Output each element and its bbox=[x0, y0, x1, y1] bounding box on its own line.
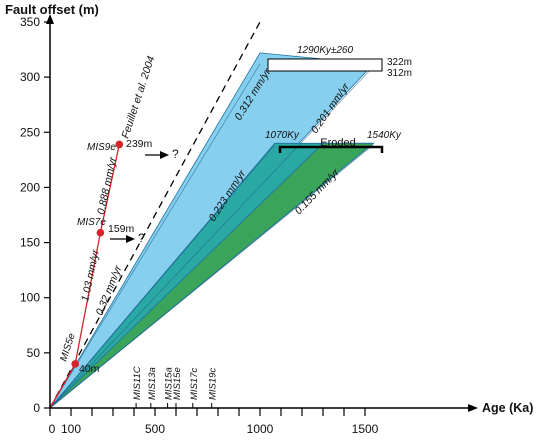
eroded-right-age: 1540Ky bbox=[367, 130, 402, 141]
red-data-points bbox=[71, 140, 124, 368]
data-point-239m bbox=[115, 140, 124, 149]
top-box-value-upper: 322m bbox=[387, 57, 412, 68]
top-range-box bbox=[267, 58, 383, 72]
red-series-line bbox=[49, 144, 120, 409]
mis-label: MIS15e bbox=[172, 367, 183, 400]
polygon-green bbox=[49, 142, 375, 409]
stage-label-mis9e: MIS9e bbox=[87, 142, 116, 153]
rate-line-3 bbox=[49, 144, 374, 409]
top-range-label: 1290Ky±260 bbox=[297, 45, 354, 56]
red-series-source: Feuillet et al. 2004 bbox=[119, 54, 157, 139]
x-tick-label: 0 bbox=[49, 422, 56, 436]
y-tick-label: 100 bbox=[20, 291, 40, 305]
question-mark-239m: ? bbox=[172, 147, 179, 161]
rate-line-1 bbox=[49, 66, 374, 409]
stage-label-mis5e: MIS5e bbox=[58, 332, 78, 363]
eroded-bracket bbox=[278, 145, 384, 153]
y-axis-label: Fault offset (m) bbox=[5, 2, 99, 17]
x-tick-label: 500 bbox=[145, 422, 165, 436]
x-axis-arrowhead bbox=[468, 404, 478, 412]
x-tick-label: 1000 bbox=[247, 422, 274, 436]
eroded-label: Eroded bbox=[320, 137, 355, 149]
rate-line-2 bbox=[49, 144, 276, 409]
y-tick-label: 350 bbox=[20, 15, 40, 29]
data-point-40m bbox=[71, 360, 79, 368]
mis-label: MIS13a bbox=[147, 367, 158, 400]
offset-label-159m: 159m bbox=[108, 223, 135, 235]
dashed-rate-line bbox=[49, 21, 261, 409]
x-tick-label: 1500 bbox=[352, 422, 379, 436]
top-box-value-lower: 312m bbox=[387, 68, 412, 79]
offset-envelopes bbox=[49, 52, 375, 409]
rate-line-0 bbox=[49, 63, 261, 409]
eroded-left-age: 1070Ky bbox=[265, 130, 300, 141]
mis-label: MIS11C bbox=[132, 366, 143, 400]
arrowhead-159m bbox=[126, 235, 135, 243]
x-axis-label: Age (Ka) bbox=[482, 401, 533, 415]
y-axis-ticks: 0 50 100 150 200 250 300 350 bbox=[20, 15, 50, 415]
data-point-159m bbox=[96, 228, 105, 237]
mis-label: MIS19c bbox=[208, 368, 219, 400]
mis-label: MIS15a bbox=[164, 367, 175, 400]
y-tick-label: 200 bbox=[20, 180, 40, 194]
y-tick-label: 50 bbox=[27, 346, 41, 360]
offset-label-40m: 40m bbox=[79, 363, 100, 375]
stage-label-mis7e: MIS7e bbox=[77, 217, 106, 228]
x-tick-label: 100 bbox=[61, 422, 81, 436]
y-tick-label: 150 bbox=[20, 236, 40, 250]
y-tick-label: 0 bbox=[33, 401, 40, 415]
y-tick-label: 300 bbox=[20, 70, 40, 84]
question-mark-159m: ? bbox=[138, 231, 145, 245]
red-segment-label-1: 1.03 mm/yr bbox=[79, 248, 102, 302]
rate-lines bbox=[49, 21, 374, 409]
arrowhead-239m bbox=[160, 151, 169, 159]
mis-label: MIS17c bbox=[189, 368, 200, 400]
y-tick-label: 250 bbox=[20, 125, 40, 139]
x-axis-ticks: 0 100 500 1000 1500 bbox=[49, 408, 379, 436]
red-segment-label-2: 0.888 mm/yr bbox=[95, 156, 119, 216]
offset-label-239m: 239m bbox=[126, 138, 153, 150]
